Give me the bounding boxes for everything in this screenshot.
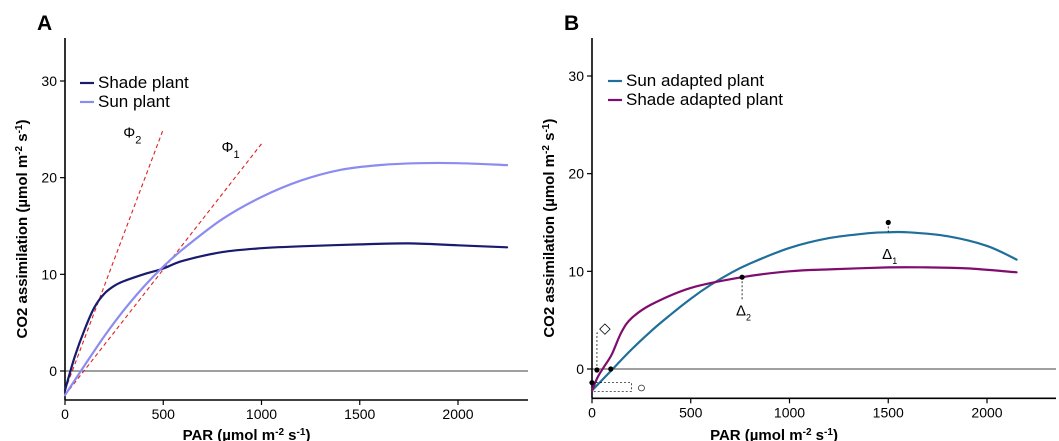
x-tick-label: 500 bbox=[679, 404, 703, 420]
circle-guide bbox=[592, 382, 632, 393]
x-axis-title: PAR (µmol m-2 s-1) bbox=[183, 427, 311, 441]
superscript: -1 bbox=[297, 427, 306, 438]
label-part: s bbox=[812, 427, 825, 441]
diamond-marker-label: ◇ bbox=[599, 320, 611, 337]
data-point-marker bbox=[739, 274, 745, 280]
label-part: s bbox=[541, 133, 558, 146]
panel-a-label: A bbox=[37, 12, 52, 35]
label-part: PAR (µmol m bbox=[183, 427, 276, 441]
label-part: PAR (µmol m bbox=[710, 427, 803, 441]
y-axis-title: CO2 assimilation (µmol m-2 s-1) bbox=[14, 119, 32, 338]
label-part: ) bbox=[541, 119, 558, 124]
y-tick-label: 30 bbox=[41, 73, 57, 89]
circle-marker-label: ○ bbox=[637, 380, 646, 397]
label-part: Δ bbox=[736, 302, 746, 319]
x-tick-label: 1500 bbox=[873, 404, 904, 420]
series-line-a-2 bbox=[63, 161, 509, 397]
x-tick-label: 0 bbox=[61, 406, 69, 422]
superscript: -2 bbox=[541, 145, 552, 154]
label-part: ) bbox=[305, 427, 310, 441]
y-tick-label: 30 bbox=[568, 68, 584, 84]
y-tick-label: 10 bbox=[41, 266, 57, 282]
diamond-guide bbox=[596, 332, 599, 370]
data-point-marker bbox=[594, 367, 600, 373]
legend-label: Sun plant bbox=[98, 92, 170, 111]
label-part: CO2 assimilation (µmol m bbox=[541, 154, 558, 338]
legend-label: Shade plant bbox=[98, 73, 189, 92]
superscript: -2 bbox=[275, 427, 284, 438]
superscript: -2 bbox=[803, 427, 812, 438]
superscript: -1 bbox=[541, 123, 552, 132]
label-part: ) bbox=[14, 119, 31, 124]
y-axis-title: CO2 assimilation (µmol m-2 s-1) bbox=[541, 119, 559, 338]
x-tick-label: 0 bbox=[588, 404, 596, 420]
label-part: Φ bbox=[222, 139, 234, 156]
superscript: -1 bbox=[14, 124, 25, 133]
data-point-marker bbox=[608, 366, 614, 372]
label-part: Φ bbox=[123, 124, 135, 141]
label-part: Δ bbox=[882, 246, 892, 263]
y-tick-label: 10 bbox=[568, 263, 584, 279]
legend-label: Shade adapted plant bbox=[626, 90, 783, 109]
x-tick-label: 1000 bbox=[774, 404, 805, 420]
panel-b-label: B bbox=[564, 12, 579, 35]
y-tick-label: 20 bbox=[568, 166, 584, 182]
reference-label-0: Φ2 bbox=[123, 124, 141, 146]
y-tick-label: 0 bbox=[576, 361, 584, 377]
reference-label-1: Φ1 bbox=[222, 139, 240, 161]
series-line-b-1 bbox=[590, 230, 1018, 392]
label-part: s bbox=[14, 133, 31, 146]
y-tick-label: 20 bbox=[41, 170, 57, 186]
x-tick-label: 1500 bbox=[344, 406, 375, 422]
superscript: -1 bbox=[824, 427, 833, 438]
subscript: 2 bbox=[746, 312, 751, 322]
x-tick-label: 2000 bbox=[971, 404, 1002, 420]
data-point-marker bbox=[589, 380, 595, 386]
subscript: 2 bbox=[135, 134, 141, 146]
x-tick-label: 2000 bbox=[442, 406, 473, 422]
legend-label: Sun adapted plant bbox=[626, 71, 764, 90]
subscript: 1 bbox=[892, 256, 897, 266]
x-tick-label: 1000 bbox=[246, 406, 277, 422]
y-tick-label: 0 bbox=[49, 363, 57, 379]
reference-line-Φ2 bbox=[64, 129, 164, 391]
series-line-a-1 bbox=[63, 242, 509, 392]
x-axis-title: PAR (µmol m-2 s-1) bbox=[710, 427, 838, 441]
data-point-marker bbox=[885, 219, 891, 226]
delta-label-1: Δ1 bbox=[882, 246, 897, 266]
label-part: ) bbox=[833, 427, 838, 441]
series-line-b-2 bbox=[590, 266, 1018, 392]
superscript: -2 bbox=[14, 145, 25, 154]
subscript: 1 bbox=[233, 149, 239, 161]
delta-label-2: Δ2 bbox=[736, 302, 751, 322]
label-part: CO2 assimilation (µmol m bbox=[14, 155, 31, 339]
x-tick-label: 500 bbox=[152, 406, 176, 422]
label-part: s bbox=[284, 427, 297, 441]
